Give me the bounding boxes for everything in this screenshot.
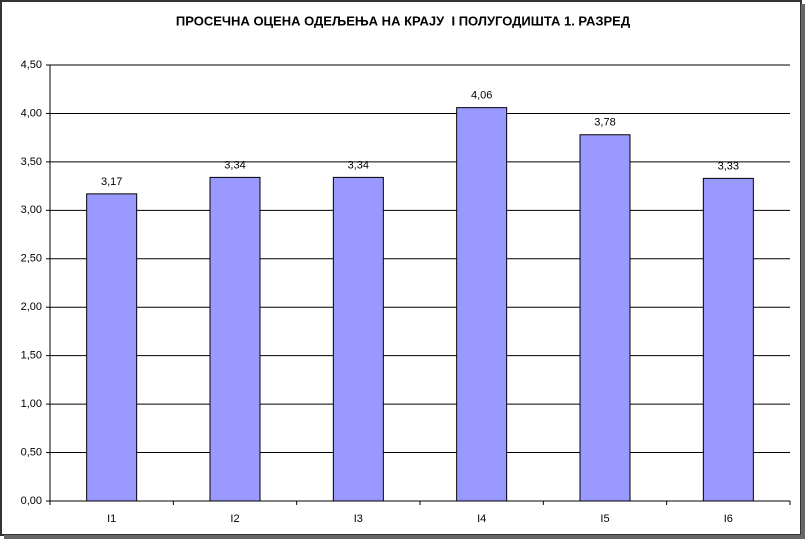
- y-tick-label: 4,50: [21, 59, 42, 71]
- y-tick-label: 0,50: [21, 446, 42, 458]
- value-label: 3,17: [101, 176, 122, 188]
- value-label: 3,34: [224, 159, 245, 171]
- y-tick-label: 2,50: [21, 253, 42, 265]
- x-tick-label: I3: [354, 513, 363, 525]
- bar: [702, 177, 754, 502]
- y-tick-label: 1,00: [21, 398, 42, 410]
- frame-shadow: [4, 535, 805, 539]
- y-tick-label: 1,50: [21, 350, 42, 362]
- value-label: 3,34: [348, 159, 369, 171]
- x-tick-label: I6: [724, 513, 733, 525]
- value-label: 3,78: [594, 117, 615, 129]
- chart-title: ПРОСЕЧНА ОЦЕНА ОДЕЉЕЊА НА КРАЈУ I ПОЛУГО…: [176, 13, 631, 28]
- x-tick-label: I1: [107, 513, 116, 525]
- x-tick-label: I5: [600, 513, 609, 525]
- x-tick-label: I4: [477, 513, 486, 525]
- bar: [86, 193, 138, 502]
- bar: [456, 107, 508, 502]
- y-tick-label: 0,00: [21, 495, 42, 507]
- bar: [209, 176, 261, 502]
- value-label: 3,33: [718, 160, 739, 172]
- x-tick-label: I2: [230, 513, 239, 525]
- y-tick-label: 2,00: [21, 301, 42, 313]
- y-tick-label: 3,50: [21, 156, 42, 168]
- y-tick-label: 3,00: [21, 204, 42, 216]
- bar: [579, 134, 631, 502]
- bar: [332, 176, 384, 502]
- y-tick-label: 4,00: [21, 107, 42, 119]
- frame-shadow: [801, 4, 805, 539]
- value-label: 4,06: [471, 90, 492, 102]
